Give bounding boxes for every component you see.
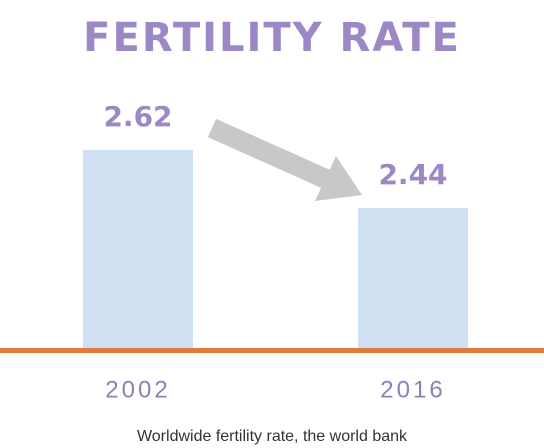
bar xyxy=(83,150,193,350)
arrow-shaft xyxy=(207,118,333,190)
value-label: 2.44 xyxy=(378,158,447,191)
arrow-head xyxy=(315,156,362,201)
caption: Worldwide fertility rate, the world bank xyxy=(137,428,408,445)
baseline xyxy=(0,348,544,353)
chart-title: FERTILITY RATE xyxy=(83,15,461,61)
x-tick-label: 2016 xyxy=(380,376,445,403)
trend-arrow xyxy=(207,118,362,201)
x-tick-label: 2002 xyxy=(105,376,170,403)
bar xyxy=(358,208,468,350)
value-label: 2.62 xyxy=(103,100,172,133)
